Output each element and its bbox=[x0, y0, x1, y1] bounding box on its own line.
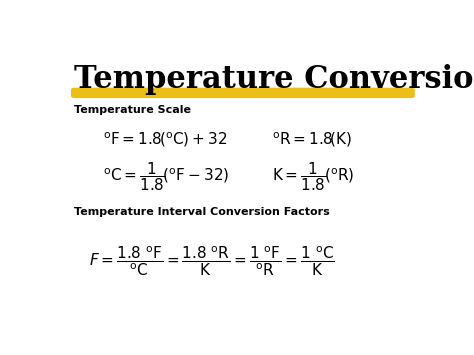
FancyBboxPatch shape bbox=[71, 88, 415, 98]
Text: $\mathrm{^oF} = 1.8\!\left(\mathrm{^oC}\right) + 32$: $\mathrm{^oF} = 1.8\!\left(\mathrm{^oC}\… bbox=[103, 130, 228, 149]
Text: Temperature Conversion: Temperature Conversion bbox=[74, 65, 474, 95]
Text: $F = \dfrac{1.8\ \mathrm{^oF}}{\mathrm{^oC}} = \dfrac{1.8\ \mathrm{^oR}}{\mathrm: $F = \dfrac{1.8\ \mathrm{^oF}}{\mathrm{^… bbox=[89, 244, 334, 278]
Text: $\mathrm{^oC} = \dfrac{1}{1.8}\!\left(\mathrm{^oF} - 32\right)$: $\mathrm{^oC} = \dfrac{1}{1.8}\!\left(\m… bbox=[103, 160, 230, 193]
Text: Temperature Scale: Temperature Scale bbox=[74, 105, 191, 115]
Text: Temperature Interval Conversion Factors: Temperature Interval Conversion Factors bbox=[74, 207, 330, 217]
Text: $\mathrm{^oR} = 1.8\!\left(\mathrm{K}\right)$: $\mathrm{^oR} = 1.8\!\left(\mathrm{K}\ri… bbox=[272, 130, 353, 149]
Text: $\mathrm{K} = \dfrac{1}{1.8}\!\left(\mathrm{^oR}\right)$: $\mathrm{K} = \dfrac{1}{1.8}\!\left(\mat… bbox=[272, 160, 355, 193]
